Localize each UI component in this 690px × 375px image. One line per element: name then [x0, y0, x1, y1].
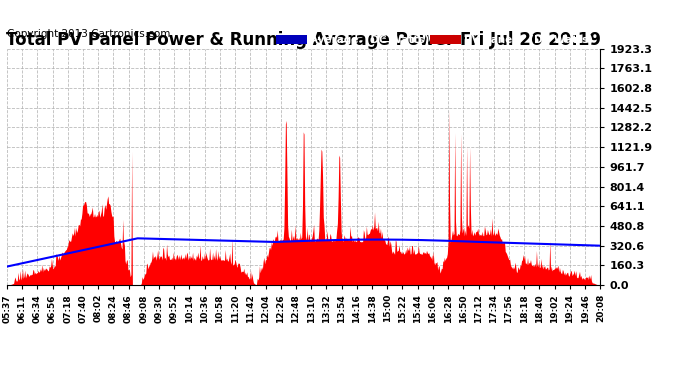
Text: Copyright 2013 Cartronics.com: Copyright 2013 Cartronics.com	[7, 29, 170, 39]
Legend: Average  (DC Watts), PV Panels  (DC Watts): Average (DC Watts), PV Panels (DC Watts)	[274, 33, 595, 47]
Title: Total PV Panel Power & Running Average Power Fri Jul 26 20:19: Total PV Panel Power & Running Average P…	[6, 31, 601, 49]
